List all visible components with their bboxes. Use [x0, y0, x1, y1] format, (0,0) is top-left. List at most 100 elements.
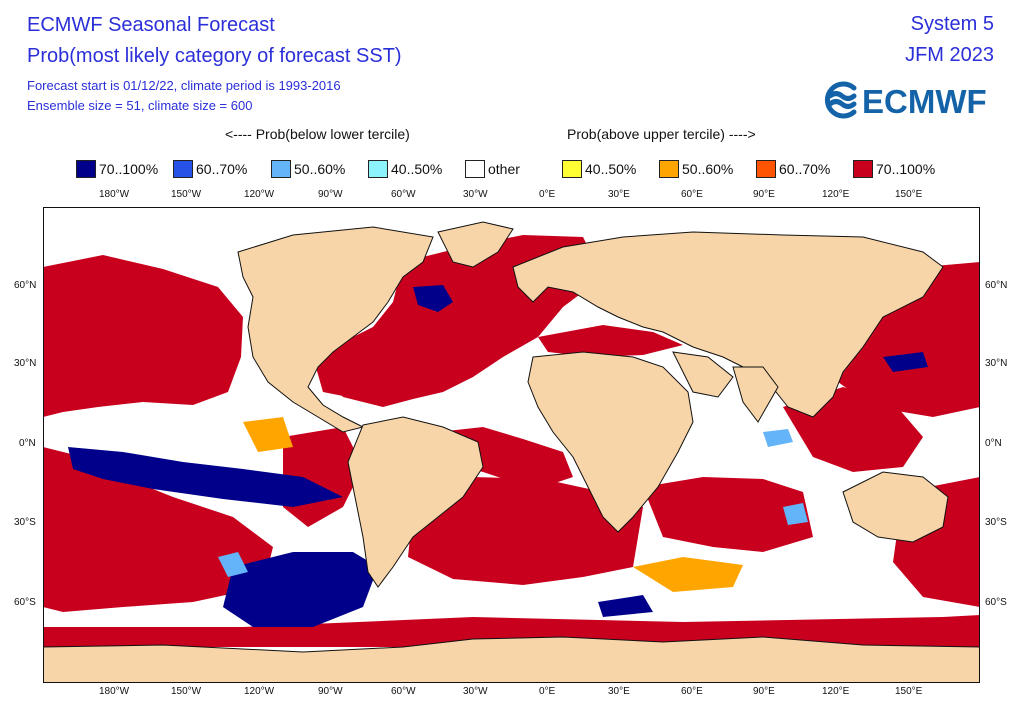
lon-tick-bottom: 150°W: [171, 686, 202, 697]
cold-moderate-regions: [218, 429, 808, 577]
cold-moderate-region: [783, 503, 808, 525]
legend-item: 50..60%: [659, 158, 733, 180]
legend-item: 60..70%: [756, 158, 830, 180]
lat-tick-right: 60°N: [985, 280, 1008, 291]
warm-region-mediterranean: [538, 325, 683, 357]
lon-tick-top: 90°E: [753, 189, 775, 200]
lon-tick-top: 60°E: [681, 189, 703, 200]
ensemble-info-line: Ensemble size = 51, climate size = 600: [27, 98, 253, 113]
cold-region-southern-atlantic: [598, 595, 653, 617]
lat-tick-left: 30°N: [14, 358, 37, 369]
legend-above-label: Prob(above upper tercile) ---->: [567, 126, 756, 142]
lon-tick-top: 120°E: [822, 189, 850, 200]
legend-swatch: [465, 160, 485, 178]
legend-item-label: 70..100%: [99, 161, 159, 177]
warm-region-south-pacific-east: [43, 447, 273, 612]
warm-moderate-region: [243, 417, 293, 452]
sst-probability-map: [43, 207, 980, 683]
legend-item: 70..100%: [853, 158, 935, 180]
land-antarctica: [43, 636, 980, 683]
page-subtitle: Prob(most likely category of forecast SS…: [27, 45, 402, 67]
legend-swatch: [756, 160, 776, 178]
lon-tick-top: 150°W: [171, 189, 202, 200]
map-svg: [43, 207, 980, 683]
land-south-america: [347, 416, 484, 588]
lon-tick-bottom: 90°W: [318, 686, 343, 697]
lon-tick-top: 150°E: [895, 189, 923, 200]
lat-tick-left: 30°S: [14, 517, 36, 528]
cold-region-nw-pacific: [883, 352, 928, 372]
lon-tick-bottom: 120°W: [244, 686, 275, 697]
legend-item-label: 60..70%: [196, 161, 248, 177]
legend-item-label: other: [488, 161, 520, 177]
forecast-info-line: Forecast start is 01/12/22, climate peri…: [27, 78, 341, 93]
period-label: JFM 2023: [905, 44, 994, 66]
lon-tick-top: 60°W: [391, 189, 416, 200]
lon-tick-bottom: 60°E: [681, 686, 703, 697]
legend-below-label: <---- Prob(below lower tercile): [225, 126, 410, 142]
legend-item: 70..100%: [76, 158, 158, 180]
lon-tick-bottom: 30°W: [463, 686, 488, 697]
legend-swatch: [562, 160, 582, 178]
legend-item: 40..50%: [368, 158, 442, 180]
legend-item-label: 50..60%: [294, 161, 346, 177]
legend-item-label: 40..50%: [585, 161, 637, 177]
lat-tick-right: 0°N: [985, 438, 1002, 449]
ecmwf-logo-mark-icon: [824, 81, 857, 119]
warm-region-indian-ocean: [643, 477, 813, 552]
legend-item-label: 60..70%: [779, 161, 831, 177]
map-frame: [43, 207, 980, 683]
lon-tick-top: 90°W: [318, 189, 343, 200]
cold-moderate-region: [763, 429, 793, 447]
land-australia: [842, 471, 949, 543]
warm-anomaly-regions: [43, 235, 980, 647]
land-europe-asia: [512, 231, 944, 418]
legend-swatch: [368, 160, 388, 178]
cold-region-equatorial-pacific: [68, 447, 343, 507]
legend-swatch: [659, 160, 679, 178]
lat-tick-left: 60°S: [14, 597, 36, 608]
lat-tick-right: 30°N: [985, 358, 1008, 369]
legend-swatch: [853, 160, 873, 178]
land-arabia: [672, 351, 734, 398]
lon-tick-bottom: 0°E: [539, 686, 556, 697]
lon-tick-bottom: 180°W: [99, 686, 130, 697]
lon-tick-top: 180°W: [99, 189, 130, 200]
lon-tick-top: 0°E: [539, 189, 556, 200]
legend-swatch: [173, 160, 193, 178]
warm-moderate-regions: [243, 417, 743, 592]
legend-item: 60..70%: [173, 158, 247, 180]
lat-tick-left: 60°N: [14, 280, 37, 291]
page-title: ECMWF Seasonal Forecast: [27, 14, 275, 36]
land-greenland: [437, 221, 514, 268]
land-masses: [43, 221, 980, 683]
ecmwf-logo-text: ECMWF: [862, 83, 987, 120]
legend-swatch: [271, 160, 291, 178]
land-africa: [527, 351, 694, 533]
lon-tick-bottom: 60°W: [391, 686, 416, 697]
cold-anomaly-regions: [68, 285, 928, 627]
lat-tick-right: 60°S: [985, 597, 1007, 608]
warm-region-north-pacific: [43, 255, 243, 417]
system-label: System 5: [910, 13, 994, 35]
cold-moderate-region: [218, 552, 248, 577]
legend-item: 40..50%: [562, 158, 636, 180]
lon-tick-bottom: 150°E: [895, 686, 923, 697]
legend-item-label: 40..50%: [391, 161, 443, 177]
ecmwf-logo: ECMWF: [824, 81, 987, 120]
lon-tick-bottom: 120°E: [822, 686, 850, 697]
warm-moderate-region: [633, 557, 743, 592]
legend-item-label: 70..100%: [876, 161, 936, 177]
land-india: [732, 366, 779, 423]
cold-region-labrador: [413, 285, 453, 312]
lat-tick-right: 30°S: [985, 517, 1007, 528]
lon-tick-top: 30°E: [608, 189, 630, 200]
lat-tick-left: 0°N: [19, 438, 36, 449]
cold-region-south-pacific: [223, 552, 378, 627]
legend-swatch: [76, 160, 96, 178]
legend-item: other: [465, 158, 520, 180]
lon-tick-bottom: 90°E: [753, 686, 775, 697]
lon-tick-bottom: 30°E: [608, 686, 630, 697]
legend-item-label: 50..60%: [682, 161, 734, 177]
warm-region-southern-ocean-atlantic: [408, 477, 643, 585]
